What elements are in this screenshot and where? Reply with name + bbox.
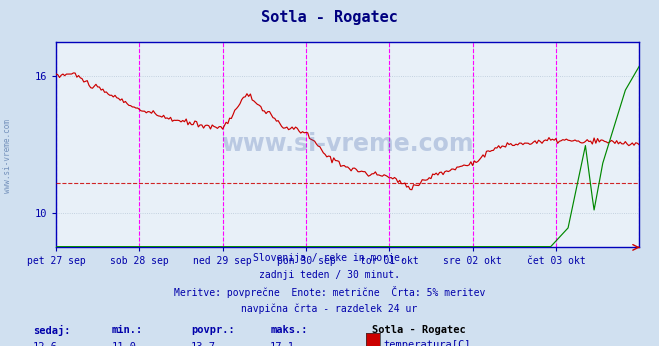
Text: Meritve: povprečne  Enote: metrične  Črta: 5% meritev: Meritve: povprečne Enote: metrične Črta:… [174, 286, 485, 299]
Text: navpična črta - razdelek 24 ur: navpična črta - razdelek 24 ur [241, 303, 418, 313]
Text: Sotla - Rogatec: Sotla - Rogatec [261, 10, 398, 25]
Text: min.:: min.: [112, 325, 143, 335]
Text: Slovenija / reke in morje.: Slovenija / reke in morje. [253, 253, 406, 263]
Text: www.si-vreme.com: www.si-vreme.com [221, 133, 474, 156]
Text: 12,6: 12,6 [33, 342, 58, 346]
Text: povpr.:: povpr.: [191, 325, 235, 335]
Text: sedaj:: sedaj: [33, 325, 71, 336]
Text: zadnji teden / 30 minut.: zadnji teden / 30 minut. [259, 270, 400, 280]
Text: 11,0: 11,0 [112, 342, 137, 346]
Text: Sotla - Rogatec: Sotla - Rogatec [372, 325, 466, 335]
Text: 17,1: 17,1 [270, 342, 295, 346]
Text: maks.:: maks.: [270, 325, 308, 335]
Text: www.si-vreme.com: www.si-vreme.com [3, 119, 12, 193]
Text: 13,7: 13,7 [191, 342, 216, 346]
Text: temperatura[C]: temperatura[C] [384, 340, 471, 346]
